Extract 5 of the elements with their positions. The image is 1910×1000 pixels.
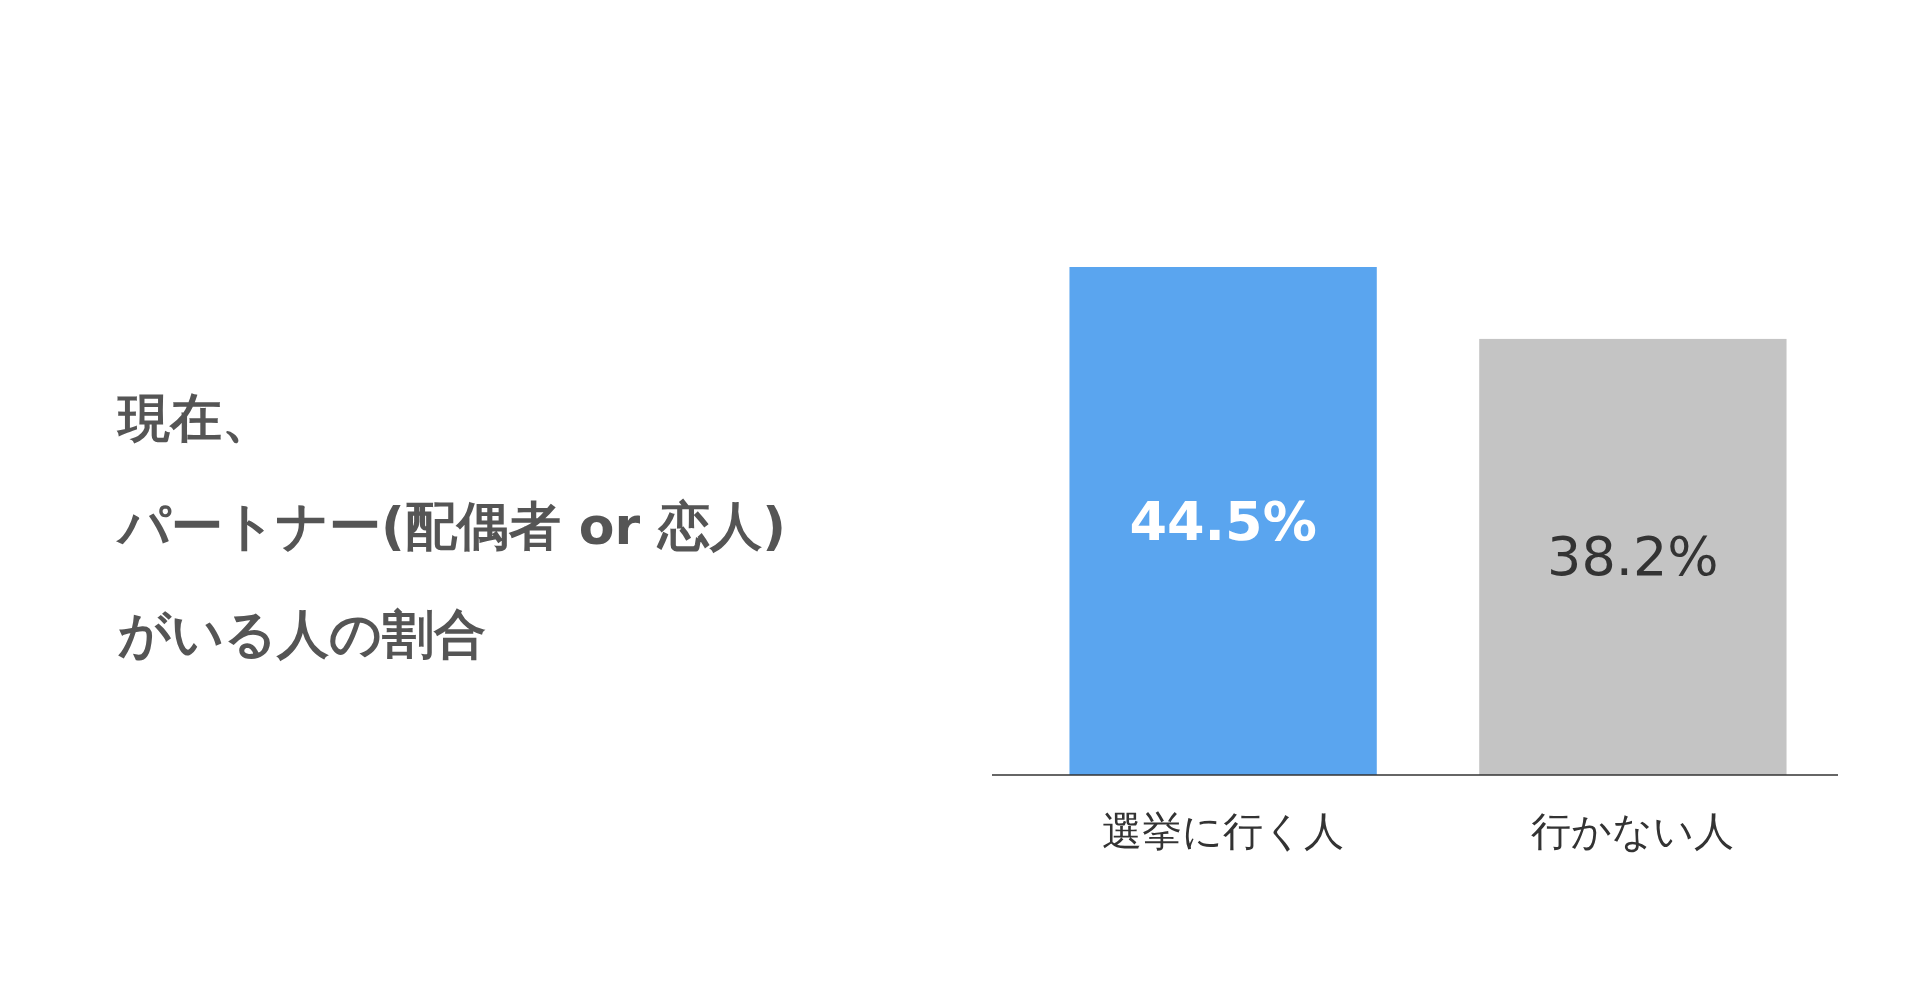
text: 現在、パートナー(配偶者 or 恋人)がいる人の割合 [115,388,787,664]
x-tick-label: 行かない人 [1531,808,1735,854]
x-tick-label: 選挙に行く人 [1102,808,1345,854]
data-label: 44.5% [1129,489,1317,553]
data-label: 38.2% [1547,525,1719,589]
